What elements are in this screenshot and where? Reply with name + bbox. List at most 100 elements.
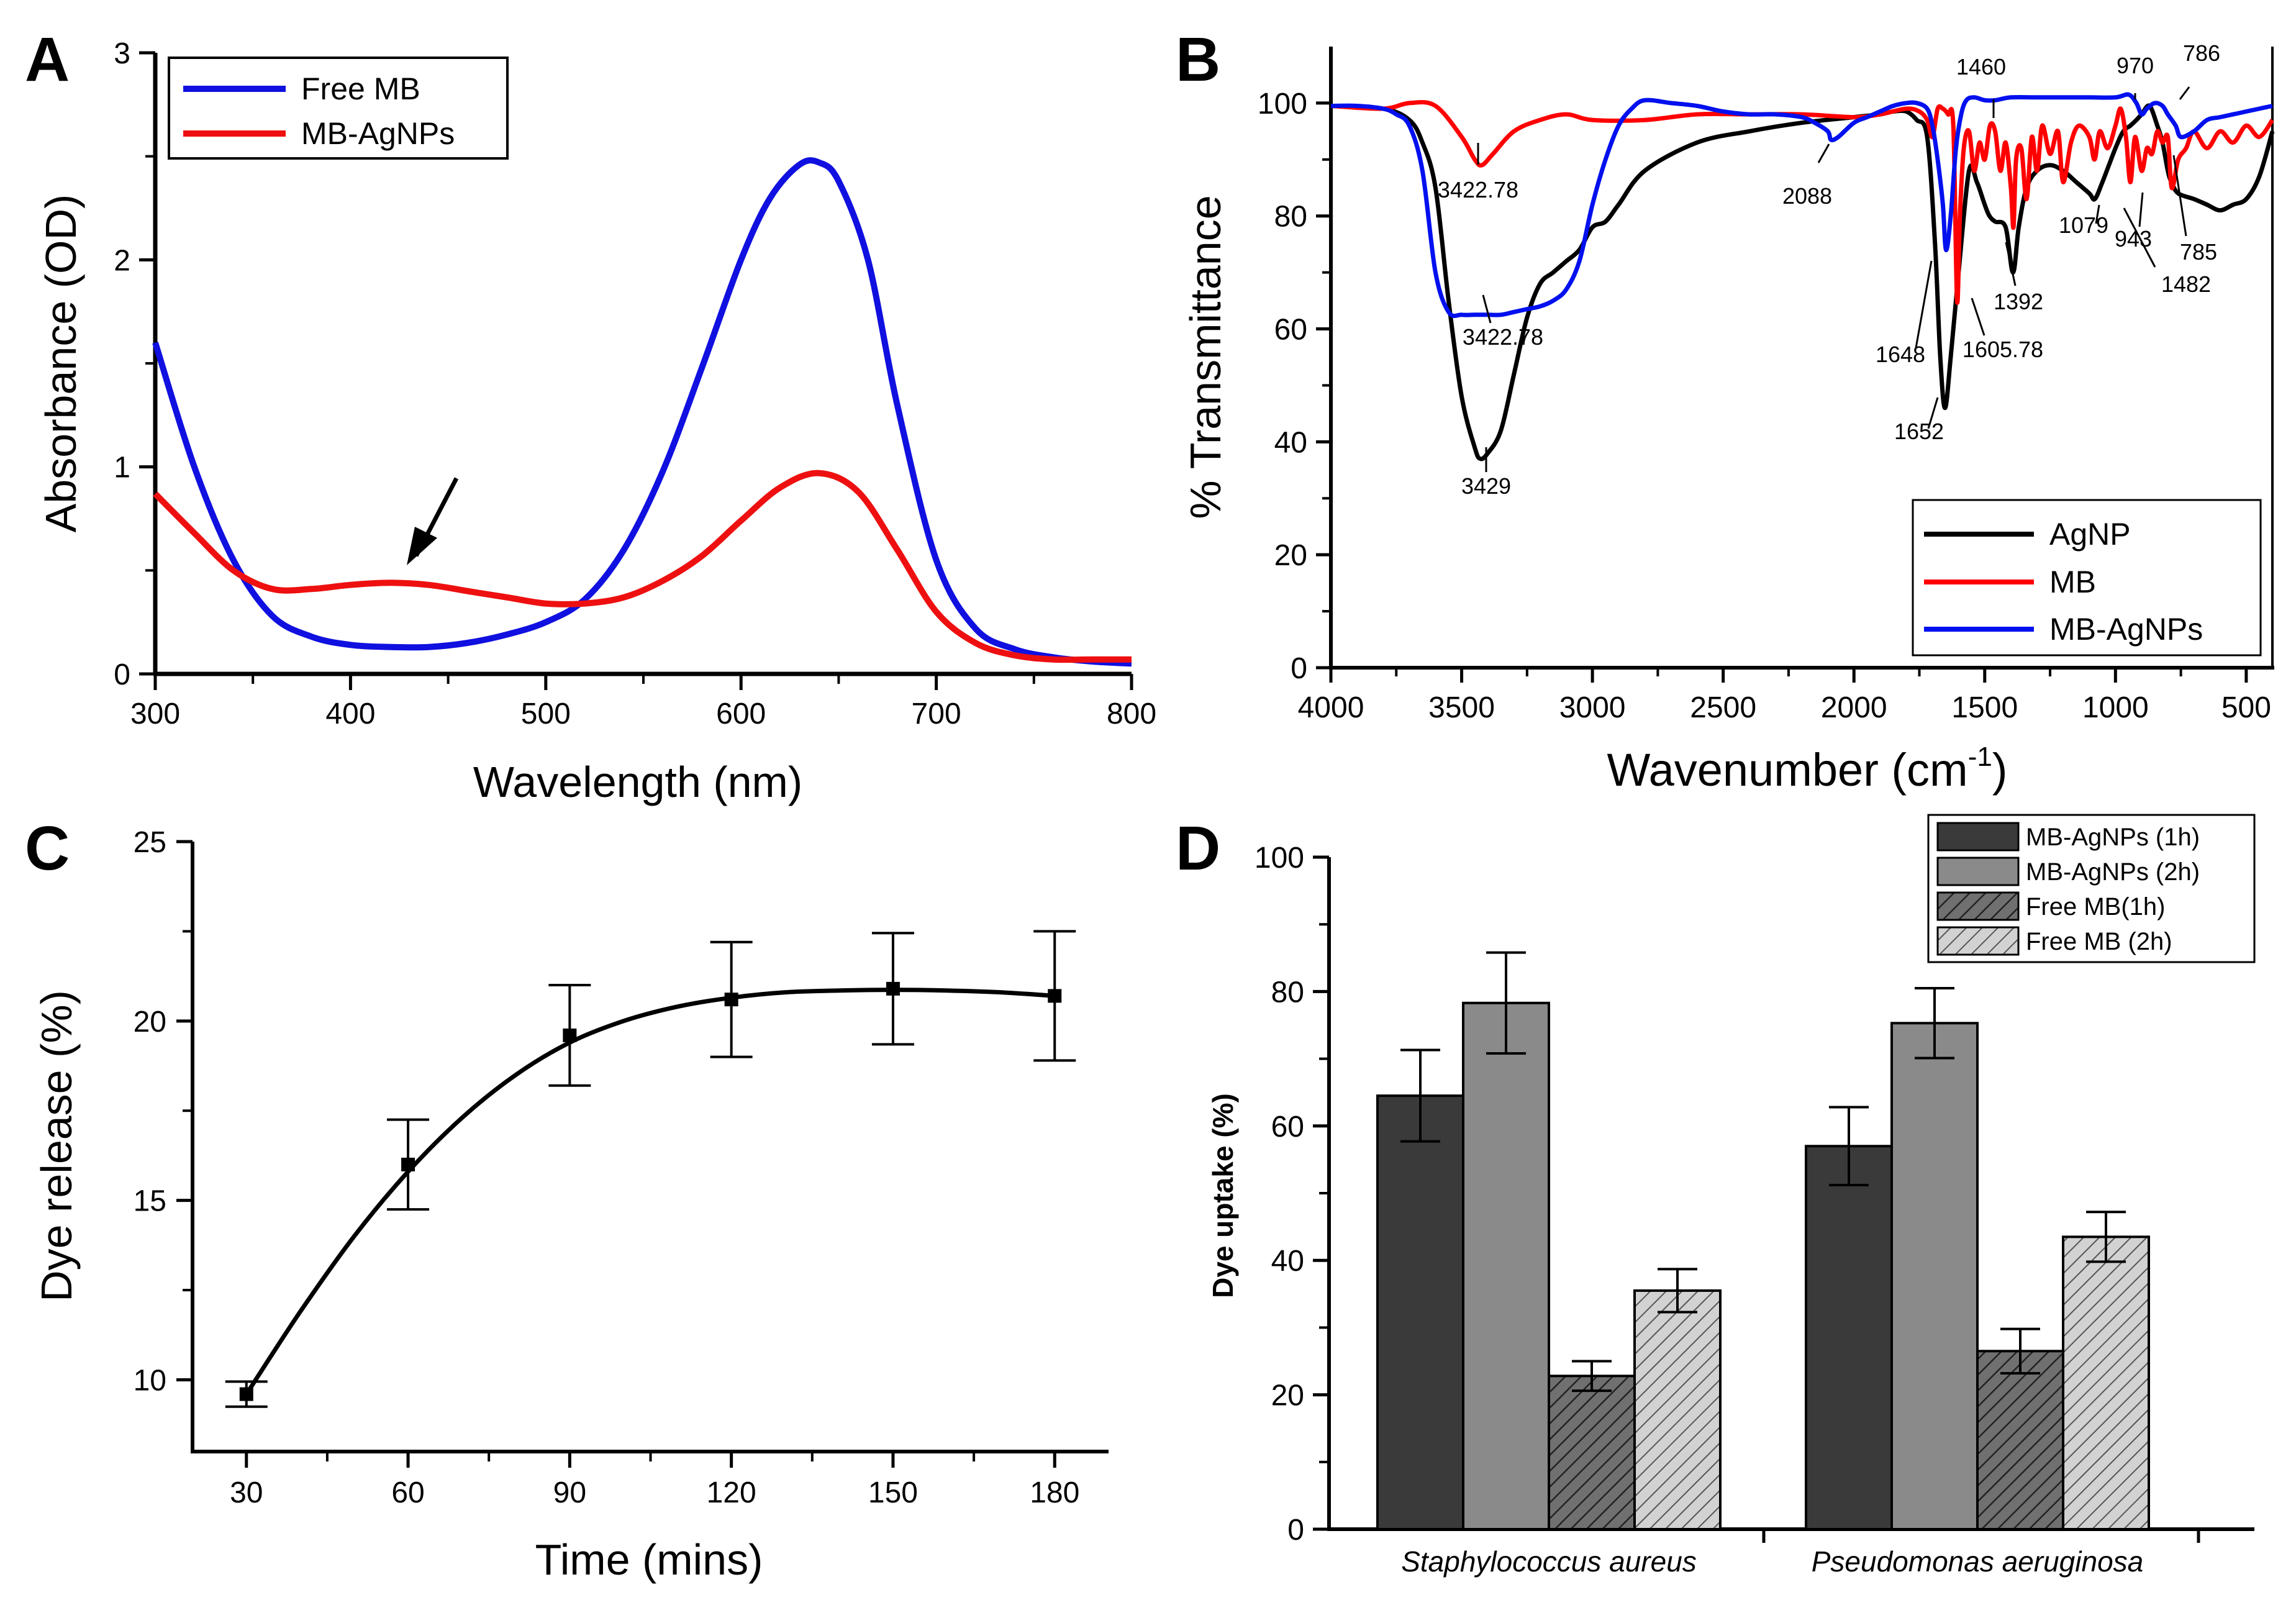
panel-d-legend-label-free-mb-1h: Free MB(1h): [2026, 893, 2166, 920]
panel-b-x-label-sup: -1: [1968, 742, 1992, 772]
panel-d-legend-label-free-mb-2h: Free MB (2h): [2026, 928, 2172, 955]
panel-c-data-point: [401, 1157, 415, 1171]
panel-d-bar-free-mb-1h: [1548, 1375, 1636, 1530]
panel-b-x-label: Wavenumber (cm-1): [1607, 742, 2008, 796]
panel-a-series-line-mb-agnps: [153, 470, 1132, 663]
panel-b-annotation-leader: [1482, 294, 1492, 324]
panel-b-x-tick-label: 500: [2221, 691, 2271, 724]
panel-a-y-tick-label: 1: [114, 452, 130, 484]
panel-label-c: C: [25, 814, 70, 883]
panel-b-x-tick-label: 3500: [1428, 691, 1495, 724]
panel-b-x-tick-label: 1500: [1951, 691, 2018, 724]
panel-d-legend-label-mb-agnps-1h: MB-AgNPs (1h): [2026, 824, 2200, 851]
panel-c-data-point: [886, 981, 900, 996]
panel-c-y-label: Dye release (%): [32, 990, 81, 1302]
panel-b-annotation-label: 785: [2180, 239, 2217, 265]
panel-a-x-tick-label: 600: [716, 698, 766, 730]
panel-b-annotation-leader: [2095, 204, 2100, 224]
panel-b-annotation-label: 2088: [1782, 183, 1832, 209]
legend-label-agnp: AgNP: [2049, 517, 2131, 552]
panel-d-bar-mb-agnps-2h: [1462, 1001, 1550, 1530]
legend-label-mb-agnps-b: MB-AgNPs: [2049, 612, 2203, 647]
panel-b-x-label-main: Wavenumber (cm: [1607, 744, 1968, 796]
panel-b-y-tick-label: 40: [1274, 426, 1307, 459]
panel-b-y-tick-label: 20: [1274, 539, 1307, 572]
panel-a-y-tick-label: 0: [114, 658, 130, 691]
panel-d-category-label: Pseudomonas aeruginosa: [1812, 1545, 2143, 1578]
panel-d-y-label: Dye uptake (%): [1207, 1093, 1239, 1298]
panel-c-x-tick-label: 120: [707, 1476, 756, 1509]
panel-a-legend-box: [168, 57, 509, 160]
panel-a-x-tick-label: 700: [912, 698, 961, 730]
panel-b-annotation-leader: [1817, 143, 1830, 163]
panel-b-annotation-label: 3422.78: [1463, 324, 1543, 350]
panel-b-annotation-label: 1482: [2161, 271, 2211, 297]
panel-b-annotation-label: 3422.78: [1438, 177, 1518, 202]
panel-d-y-tick-label: 100: [1255, 842, 1304, 875]
panel-b-y-label: % Transmittance: [1181, 195, 1230, 519]
panel-a-x-label: Wavelength (nm): [473, 758, 802, 806]
panel-b-annotation-leader: [1915, 260, 1933, 348]
panel-b-x-label-end: ): [1992, 744, 2008, 796]
panel-b-x-tick-label: 2500: [1690, 691, 1756, 724]
panel-a-x-tick-label: 800: [1107, 698, 1156, 730]
panel-b-annotation-label: 970: [2117, 53, 2154, 78]
panel-d-legend: MB-AgNPs (1h) MB-AgNPs (2h) Free MB(1h) Fre…: [1927, 814, 2256, 963]
panel-d-y-tick-label: 40: [1271, 1245, 1304, 1278]
panel-b-annotation-label: 1392: [1994, 289, 2043, 314]
panel-label-b: B: [1176, 25, 1220, 94]
panel-b-x-tick-label: 1000: [2082, 691, 2149, 724]
panel-b-annotation-label: 1648: [1876, 342, 1925, 367]
panel-d-legend-swatch-mb-agnps-2h: [1936, 857, 2020, 886]
panel-d-legend-label-mb-agnps-2h: MB-AgNPs (2h): [2026, 858, 2200, 886]
panel-b-annotation-leader: [1971, 298, 1985, 336]
legend-label-mb: MB: [2049, 565, 2096, 599]
panel-d-bar-free-mb-1h: [1976, 1350, 2064, 1531]
panel-c-y-tick-label: 25: [134, 826, 166, 859]
panel-b-annotation-label: 3429: [1461, 473, 1511, 499]
panel-c-y-tick-label: 10: [134, 1364, 166, 1397]
panel-d-bar-mb-agnps-1h: [1376, 1094, 1464, 1530]
panel-b-annotation-label: 943: [2115, 226, 2152, 252]
panel-b-annotation-leader: [2138, 192, 2144, 227]
panel-c-data-point: [1048, 989, 1062, 1003]
panel-a-y-label: Absorbance (OD): [37, 194, 85, 533]
panel-label-d: D: [1176, 814, 1220, 883]
panel-b-annotation-leader: [2179, 86, 2190, 100]
panel-b-y-tick-label: 0: [1291, 652, 1307, 685]
panel-c-x-tick-label: 60: [391, 1476, 424, 1509]
panel-d-bar-mb-agnps-1h: [1805, 1145, 1893, 1530]
panel-b-annotation-label: 1460: [1956, 54, 2006, 80]
panel-b-y-tick-label: 60: [1274, 314, 1307, 347]
panel-b-x-tick-label: 3000: [1559, 691, 1626, 724]
panel-d-legend-swatch-mb-agnps-1h: [1936, 822, 2020, 852]
panel-c-fit-curve: [244, 988, 1055, 1396]
panel-d-chart: 0 20 40 60 80 100 Staphylococcus aureus Pseudo…: [1207, 814, 2256, 1578]
panel-c-x-tick-label: 180: [1030, 1476, 1079, 1509]
legend-label-free-mb: Free MB: [301, 71, 420, 106]
panel-b-annotation-leader: [1927, 397, 1939, 429]
panel-c-x-tick-label: 30: [230, 1476, 263, 1509]
panel-d-legend-swatch-free-mb-2h: [1936, 926, 2020, 956]
legend-label-mb-agnps: MB-AgNPs: [301, 116, 455, 151]
panel-a-x-tick-label: 300: [130, 698, 180, 730]
panel-c-x-tick-label: 90: [553, 1476, 586, 1509]
panel-d-legend-swatch-free-mb-1h: [1936, 891, 2020, 921]
panel-b-annotation-label: 1079: [2059, 212, 2108, 238]
panel-b-annotation-leader: [2172, 155, 2187, 237]
panel-d-bar-free-mb-2h: [1633, 1289, 1722, 1530]
panel-c-x-tick-label: 150: [868, 1476, 918, 1509]
panel-c-data-point: [239, 1387, 253, 1401]
panel-d-y-tick-label: 20: [1271, 1380, 1304, 1412]
panel-b-x-tick-label: 4000: [1298, 691, 1364, 724]
panel-b-x-tick-label: 2000: [1821, 691, 1887, 724]
panel-c-data-point: [724, 993, 738, 1007]
panel-c-data-point: [563, 1028, 577, 1042]
panel-d-bar-mb-agnps-2h: [1890, 1022, 1979, 1530]
panel-c-chart: 30 60 90 120 150 180 10 15 20 25 Time (mins) Dye …: [32, 826, 1109, 1584]
panel-b-annotation-label: 786: [2183, 40, 2220, 66]
panel-a-y-tick-label: 3: [114, 37, 130, 70]
panel-b-legend: AgNP MB MB-AgNPs: [1912, 499, 2262, 657]
